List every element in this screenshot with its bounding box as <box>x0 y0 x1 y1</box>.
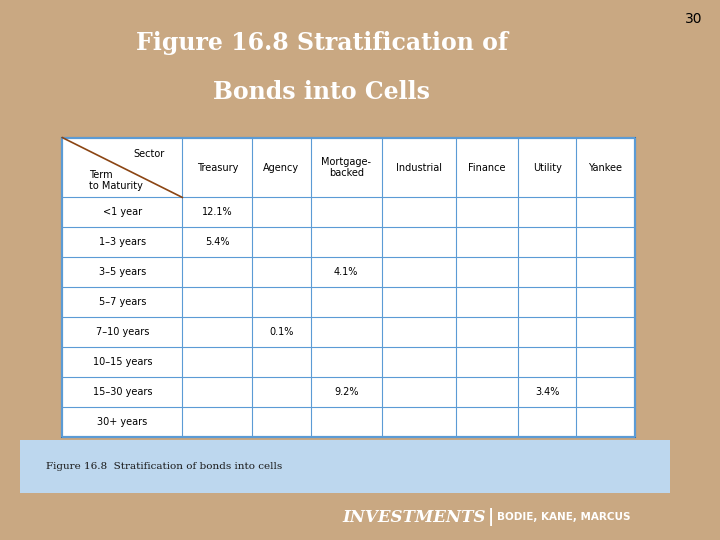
Text: 7–10 years: 7–10 years <box>96 327 149 337</box>
Text: 15–30 years: 15–30 years <box>93 387 152 397</box>
Text: 0.1%: 0.1% <box>269 327 294 337</box>
Text: 30: 30 <box>685 12 702 26</box>
Text: Agency: Agency <box>264 163 300 172</box>
Text: <1 year: <1 year <box>103 207 142 218</box>
Text: Figure 16.8 Stratification of: Figure 16.8 Stratification of <box>136 31 508 56</box>
Text: 5–7 years: 5–7 years <box>99 297 146 307</box>
Text: Utility: Utility <box>533 163 562 172</box>
Text: Mortgage-
backed: Mortgage- backed <box>321 157 372 178</box>
Text: 3.4%: 3.4% <box>535 387 559 397</box>
Text: Yankee: Yankee <box>588 163 622 172</box>
Text: 30+ years: 30+ years <box>97 416 148 427</box>
Text: 9.2%: 9.2% <box>334 387 359 397</box>
Text: INVESTMENTS: INVESTMENTS <box>343 509 486 525</box>
Text: 3–5 years: 3–5 years <box>99 267 146 277</box>
Text: 1–3 years: 1–3 years <box>99 237 146 247</box>
Text: Figure 16.8  Stratification of bonds into cells: Figure 16.8 Stratification of bonds into… <box>46 462 282 471</box>
Text: Treasury: Treasury <box>197 163 238 172</box>
Text: Term
to Maturity: Term to Maturity <box>89 170 143 192</box>
Text: 10–15 years: 10–15 years <box>93 357 152 367</box>
Text: BODIE, KANE, MARCUS: BODIE, KANE, MARCUS <box>497 512 630 522</box>
Text: Bonds into Cells: Bonds into Cells <box>213 80 431 104</box>
Text: Finance: Finance <box>469 163 506 172</box>
Text: |: | <box>488 508 494 526</box>
Bar <box>20 440 670 493</box>
Text: Sector: Sector <box>133 150 164 159</box>
Text: 12.1%: 12.1% <box>202 207 233 218</box>
Text: 5.4%: 5.4% <box>205 237 230 247</box>
Text: 4.1%: 4.1% <box>334 267 359 277</box>
Bar <box>63 138 634 436</box>
Text: Industrial: Industrial <box>396 163 442 172</box>
